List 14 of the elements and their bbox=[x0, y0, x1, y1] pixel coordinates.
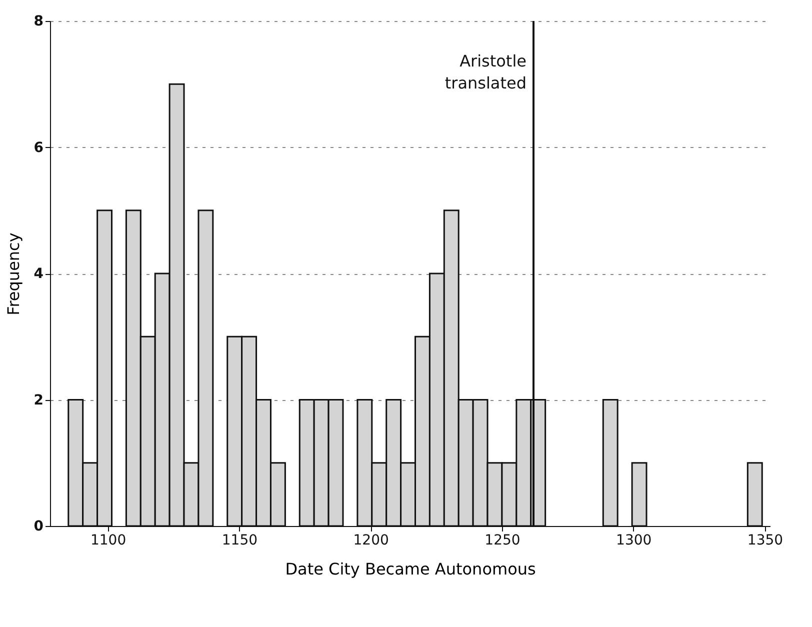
ref-line-label: Aristotle translated bbox=[444, 51, 527, 92]
x-tick-label: 1150 bbox=[222, 532, 258, 548]
y-tick-label: 4 bbox=[34, 266, 44, 282]
y-axis-title: Frequency bbox=[4, 232, 23, 316]
y-tick-label: 6 bbox=[34, 140, 44, 156]
x-tick-label: 1100 bbox=[90, 532, 126, 548]
x-tick-label: 1300 bbox=[616, 532, 652, 548]
x-tick-label: 1200 bbox=[353, 532, 389, 548]
y-tick-label: 8 bbox=[34, 14, 44, 30]
y-tick-label: 2 bbox=[34, 392, 44, 408]
x-tick-label: 1250 bbox=[484, 532, 520, 548]
x-axis-title: Date City Became Autonomous bbox=[285, 560, 536, 578]
y-tick-label: 0 bbox=[34, 518, 44, 534]
x-tick-label: 1350 bbox=[747, 532, 784, 548]
